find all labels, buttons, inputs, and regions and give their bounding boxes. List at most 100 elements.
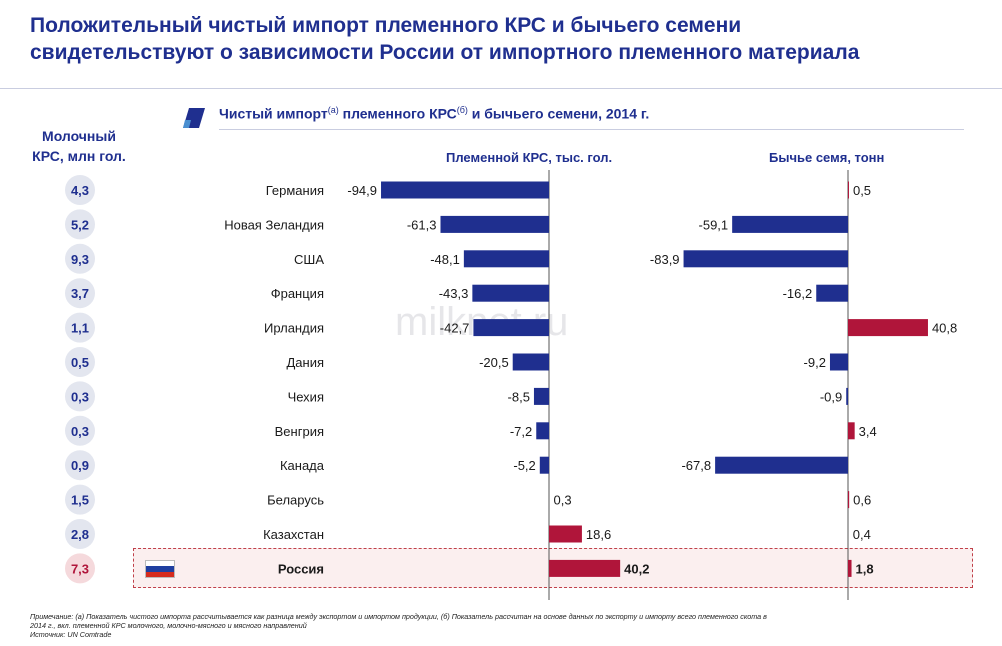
dairy-cattle-circle xyxy=(65,243,95,274)
footnote-line-1: Примечание: (а) Показатель чистого импор… xyxy=(30,612,767,621)
dairy-cattle-value: 5,2 xyxy=(71,217,89,232)
dairy-cattle-value: 7,3 xyxy=(71,561,89,576)
dairy-cattle-circle xyxy=(65,415,95,446)
bull-semen-value-label: 1,8 xyxy=(856,561,874,576)
bull-semen-header: Бычье семя, тонн xyxy=(769,150,885,165)
country-label: Беларусь xyxy=(267,493,324,508)
subtitle-part-b: племенного КРС xyxy=(338,105,457,122)
breeding-cattle-bar xyxy=(473,319,549,337)
breeding-cattle-bar xyxy=(463,250,549,268)
bull-semen-value-label: 0,5 xyxy=(853,183,871,198)
breeding-cattle-value-label: 18,6 xyxy=(586,527,611,542)
bull-semen-value-label: -9,2 xyxy=(804,355,826,370)
bull-semen-value-label: 0,6 xyxy=(853,493,871,508)
dairy-cattle-circle xyxy=(65,209,95,240)
bull-semen-bar xyxy=(715,456,848,474)
breeding-cattle-value-label: 40,2 xyxy=(624,561,649,576)
flag-stripe-blue xyxy=(146,566,174,572)
dairy-cattle-header-line-1: Молочный xyxy=(42,128,116,144)
dairy-cattle-circle xyxy=(65,381,95,412)
subtitle-marker-icon xyxy=(183,108,205,128)
bull-semen-bar xyxy=(848,491,850,509)
chart-subtitle: Чистый импорт(a) племенного КРС(б) и быч… xyxy=(219,105,649,122)
flag-stripe-red xyxy=(146,571,174,577)
country-label: Франция xyxy=(271,286,324,301)
breeding-cattle-value-label: -42,7 xyxy=(440,321,470,336)
breeding-cattle-value-label: -43,3 xyxy=(439,286,469,301)
dairy-cattle-value: 2,8 xyxy=(71,527,89,542)
breeding-cattle-value-label: -48,1 xyxy=(430,252,460,267)
dairy-cattle-header-line-2: КРС, млн гол. xyxy=(32,148,126,164)
country-label: Венгрия xyxy=(275,424,324,439)
breeding-cattle-value-label: -7,2 xyxy=(510,424,532,439)
bull-semen-bar xyxy=(848,559,852,577)
bull-semen-value-label: 40,8 xyxy=(932,321,957,336)
dairy-cattle-circle xyxy=(65,312,95,343)
country-label: Россия xyxy=(278,561,324,576)
dairy-cattle-circle xyxy=(65,519,95,549)
title-line-1: Положительный чистый импорт племенного К… xyxy=(30,14,742,37)
breeding-cattle-bar xyxy=(549,559,621,577)
subtitle-divider xyxy=(219,129,964,130)
breeding-cattle-bar xyxy=(549,525,582,543)
breeding-cattle-header: Племенной КРС, тыс. гол. xyxy=(446,150,613,165)
country-label: Чехия xyxy=(288,389,324,404)
country-label: Новая Зеландия xyxy=(224,217,324,232)
russia-flag-icon xyxy=(145,560,175,578)
dairy-cattle-value: 3,7 xyxy=(71,286,89,301)
bull-semen-bar xyxy=(846,387,848,405)
breeding-cattle-bar xyxy=(536,422,549,440)
dairy-cattle-circle xyxy=(65,278,95,309)
country-label: Дания xyxy=(286,355,324,370)
dairy-cattle-circle xyxy=(65,484,95,515)
breeding-cattle-value-label: -61,3 xyxy=(407,217,437,232)
title-line-2: свидетельствуют о зависимости России от … xyxy=(30,41,860,64)
bull-semen-bar xyxy=(848,319,928,337)
breeding-cattle-value-label: -8,5 xyxy=(508,389,530,404)
footnote-line-2: 2014 г., вкл. племенной КРС молочного, м… xyxy=(30,621,307,630)
country-label: Ирландия xyxy=(264,321,324,336)
dairy-cattle-circle xyxy=(65,450,95,481)
bull-semen-value-label: -83,9 xyxy=(650,252,680,267)
bull-semen-value-label: -59,1 xyxy=(699,217,729,232)
bull-semen-bar xyxy=(732,215,848,233)
dairy-cattle-value: 1,5 xyxy=(71,493,89,508)
country-label: Канада xyxy=(280,458,325,473)
dairy-cattle-value: 0,3 xyxy=(71,389,89,404)
bull-semen-value-label: 0,4 xyxy=(853,527,871,542)
subtitle-sup-a: (a) xyxy=(327,105,339,115)
dairy-cattle-header: Молочный КРС, млн гол. xyxy=(14,126,144,166)
bull-semen-bar xyxy=(829,353,848,371)
dairy-cattle-value: 0,5 xyxy=(71,355,89,370)
dairy-cattle-value: 0,3 xyxy=(71,424,89,439)
footnote-line-3: Источник: UN Comtrade xyxy=(30,630,112,639)
dairy-cattle-value: 4,3 xyxy=(71,183,89,198)
bull-semen-bar xyxy=(816,284,848,302)
country-label: Казахстан xyxy=(263,527,324,542)
bull-semen-value-label: 3,4 xyxy=(859,424,877,439)
title-divider xyxy=(0,88,1002,89)
country-label: Германия xyxy=(266,183,324,198)
bull-semen-value-label: -16,2 xyxy=(783,286,813,301)
breeding-cattle-bar xyxy=(381,181,549,199)
subtitle-part-c: и бычьего семени, 2014 г. xyxy=(467,105,650,122)
breeding-cattle-bar xyxy=(539,456,549,474)
bull-semen-bar xyxy=(848,181,849,199)
breeding-cattle-value-label: 0,3 xyxy=(554,493,572,508)
flag-stripe-white xyxy=(146,561,174,567)
country-label: США xyxy=(294,252,324,267)
breeding-cattle-value-label: -5,2 xyxy=(513,458,535,473)
footnote: Примечание: (а) Показатель чистого импор… xyxy=(30,612,980,639)
breeding-cattle-bar xyxy=(440,215,549,233)
subtitle-part-a: Чистый импорт xyxy=(219,105,328,122)
breeding-cattle-value-label: -94,9 xyxy=(347,183,377,198)
dairy-cattle-value: 9,3 xyxy=(71,252,89,267)
breeding-cattle-bar xyxy=(533,387,549,405)
bull-semen-value-label: -0,9 xyxy=(820,389,842,404)
bull-semen-bar xyxy=(683,250,848,268)
dairy-cattle-value: 0,9 xyxy=(71,458,89,473)
breeding-cattle-bar xyxy=(512,353,549,371)
bull-semen-bar xyxy=(848,422,855,440)
dairy-cattle-circle xyxy=(65,175,95,205)
